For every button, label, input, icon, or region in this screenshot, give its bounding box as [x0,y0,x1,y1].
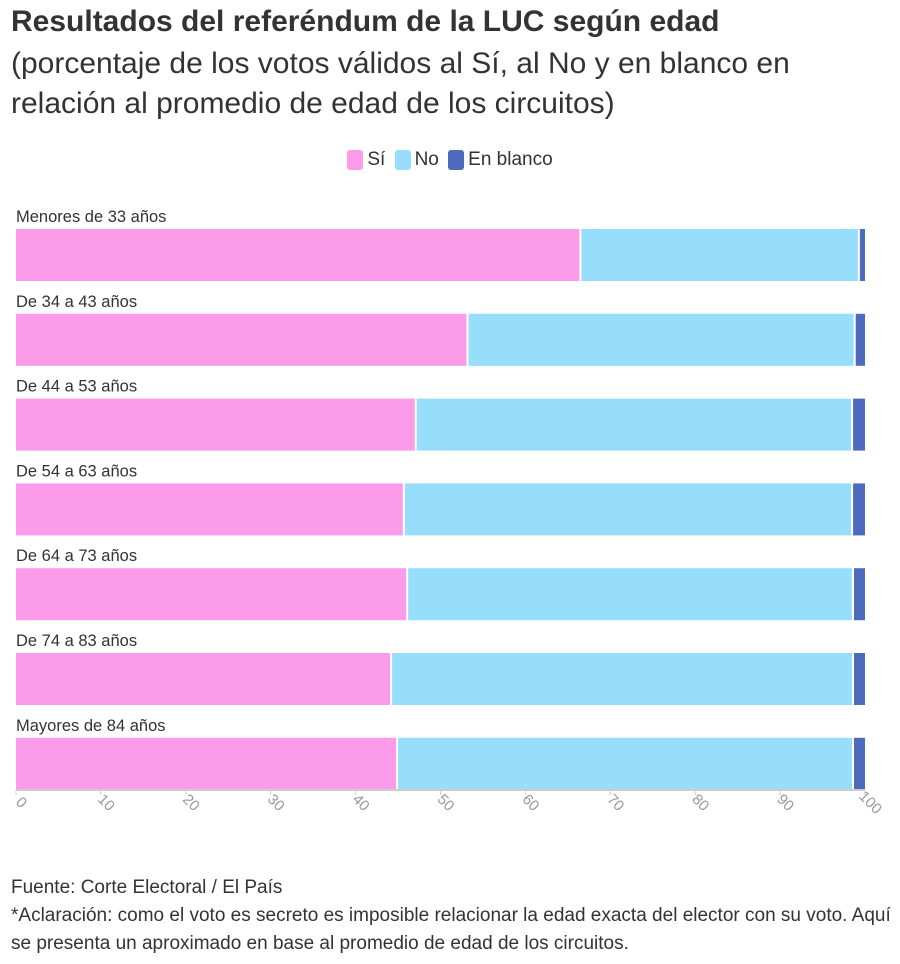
legend-label-si: Sí [367,149,386,170]
bar-si-mayores-de-84-anos [16,737,397,790]
x-tick-label-80: 80 [688,791,712,815]
bar-no-de-44-a-53-anos [416,398,852,451]
x-tick-label-100: 100 [855,788,885,818]
row-label-de-54-a-63-anos: De 54 a 63 años [16,462,137,480]
row-label-de-74-a-83-anos: De 74 a 83 años [16,632,137,650]
bar-si-de-74-a-83-anos [16,653,391,705]
row-label-mayores-de-84-anos: Mayores de 84 años [16,717,166,735]
bar-en-blanco-de-44-a-53-anos [853,398,865,451]
legend-swatch-no [394,150,411,170]
bar-no-de-64-a-73-anos [408,568,852,621]
bar-en-blanco-de-54-a-63-anos [853,483,865,536]
bar-en-blanco-de-64-a-73-anos [854,568,865,621]
bar-en-blanco-mayores-de-84-anos [854,737,865,790]
bar-si-de-34-a-43-anos [16,313,467,366]
legend-item-en-blanco: En blanco [448,149,553,171]
bar-si-de-44-a-53-anos [16,398,415,451]
chart-title: Resultados del referéndum de la LUC segú… [11,5,720,38]
legend-label-en-blanco: En blanco [468,149,553,170]
footer: Fuente: Corte Electoral / El País *Aclar… [11,874,891,958]
legend-label-no: No [414,149,439,170]
x-tick-label-50: 50 [434,791,458,815]
x-tick-label-70: 70 [604,791,628,815]
row-label-menores-de-33-anos: Menores de 33 años [16,208,166,226]
bar-en-blanco-menores-de-33-anos [859,229,865,281]
legend-item-si: Sí [347,149,385,171]
x-tick-label-40: 40 [349,791,373,815]
chart-subtitle: (porcentaje de los votos válidos al Sí, … [11,47,790,120]
legend-item-no: No [394,149,439,171]
x-tick-label-60: 60 [519,791,543,815]
row-label-de-64-a-73-anos: De 64 a 73 años [16,547,137,565]
x-tick-label-20: 20 [179,791,203,815]
legend-swatch-si [347,150,364,170]
legend-swatch-en-blanco [448,150,465,170]
x-tick-label-30: 30 [264,791,288,815]
source-text: Fuente: Corte Electoral / El País [11,877,283,898]
bar-no-de-74-a-83-anos [392,653,852,705]
bar-si-de-54-a-63-anos [16,483,403,536]
row-label-de-44-a-53-anos: De 44 a 53 años [16,378,137,396]
x-tick-label-0: 0 [12,794,30,812]
bar-en-blanco-de-74-a-83-anos [854,653,865,705]
bar-si-menores-de-33-anos [16,229,580,281]
x-tick-label-10: 10 [94,791,118,815]
x-tick-label-90: 90 [773,791,797,815]
bar-no-de-54-a-63-anos [404,483,852,536]
bar-no-menores-de-33-anos [581,229,858,281]
note-text: *Aclaración: como el voto es secreto es … [11,905,891,954]
bar-no-mayores-de-84-anos [398,737,852,790]
row-label-de-34-a-43-anos: De 34 a 43 años [16,293,137,311]
bar-si-de-64-a-73-anos [16,568,407,621]
legend: Sí No En blanco [0,149,900,171]
stacked-bar-chart: Menores de 33 años De 34 a 43 años De 44 a… [12,208,885,818]
bar-no-de-34-a-43-anos [468,313,854,366]
bar-en-blanco-de-34-a-43-anos [855,313,865,366]
